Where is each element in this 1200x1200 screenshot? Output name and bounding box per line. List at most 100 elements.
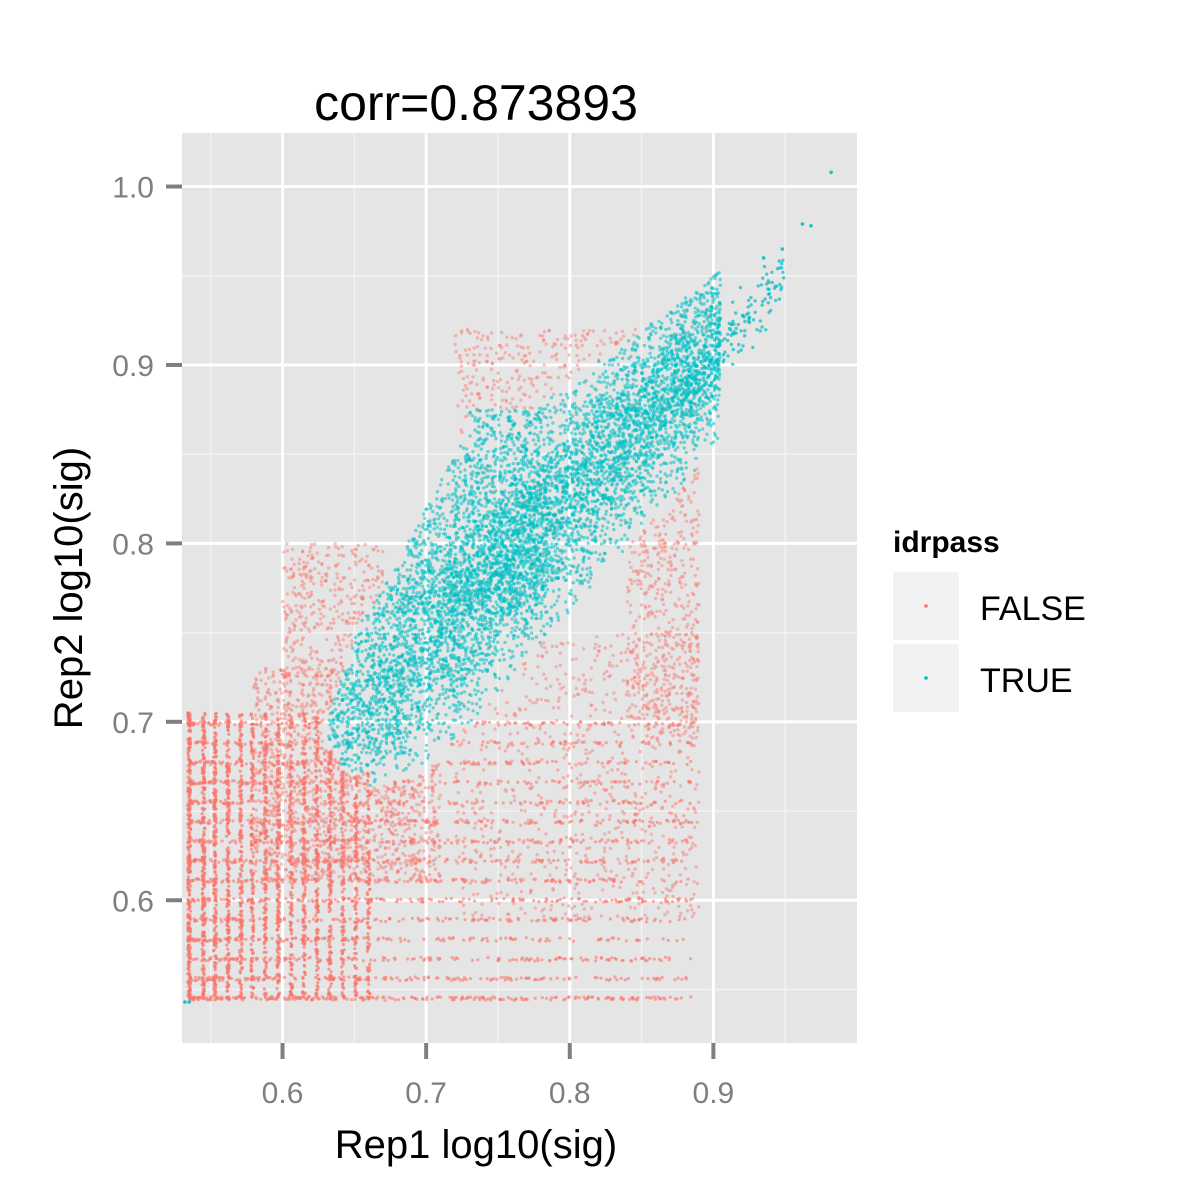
- false-point: [186, 878, 191, 882]
- false-point: [228, 840, 232, 845]
- false-point: [662, 996, 666, 1000]
- false-point: [276, 722, 281, 726]
- false-point: [642, 956, 646, 960]
- false-point: [371, 857, 375, 862]
- false-point: [483, 859, 487, 863]
- false-point: [342, 948, 346, 952]
- false-point: [366, 892, 370, 897]
- false-point: [596, 873, 600, 877]
- false-point: [276, 717, 280, 721]
- false-point: [236, 880, 240, 884]
- false-point: [205, 998, 210, 1002]
- false-point: [309, 878, 313, 882]
- false-point: [277, 885, 281, 889]
- false-point: [289, 932, 294, 936]
- false-point: [187, 736, 191, 740]
- false-point: [479, 827, 484, 831]
- false-point: [567, 995, 571, 999]
- false-point: [264, 961, 268, 965]
- false-point: [226, 830, 230, 834]
- false-point: [249, 794, 253, 799]
- false-point: [367, 857, 371, 861]
- false-point: [353, 964, 357, 968]
- false-point: [516, 865, 520, 869]
- false-point: [202, 733, 206, 738]
- false-point: [192, 859, 196, 863]
- false-point: [240, 833, 244, 838]
- false-point: [338, 919, 342, 923]
- false-point: [516, 780, 520, 785]
- false-point: [339, 579, 343, 584]
- false-point: [212, 863, 216, 867]
- false-point: [251, 928, 255, 932]
- false-point: [303, 736, 307, 740]
- false-point: [249, 776, 253, 780]
- false-point: [595, 820, 600, 824]
- false-point: [615, 839, 619, 843]
- false-point: [278, 889, 282, 893]
- false-point: [531, 838, 535, 842]
- false-point: [558, 651, 563, 655]
- false-point: [225, 848, 229, 852]
- false-point: [296, 919, 300, 923]
- false-point: [238, 759, 242, 764]
- false-point: [366, 852, 370, 856]
- false-point: [564, 868, 569, 872]
- false-point: [227, 796, 231, 801]
- false-point: [323, 936, 327, 940]
- false-point: [506, 762, 510, 766]
- false-point: [659, 901, 664, 905]
- false-point: [240, 713, 244, 717]
- false-point: [438, 839, 442, 843]
- false-point: [452, 977, 456, 981]
- false-point: [647, 841, 651, 845]
- false-point: [644, 899, 648, 903]
- false-point: [661, 708, 666, 712]
- false-point: [283, 958, 287, 963]
- false-point: [654, 760, 659, 764]
- false-point: [697, 770, 701, 774]
- false-point: [188, 723, 192, 727]
- false-point: [511, 840, 515, 845]
- false-point: [266, 723, 270, 727]
- false-point: [688, 658, 692, 662]
- false-point: [290, 921, 294, 925]
- false-point: [472, 997, 476, 1002]
- false-point: [303, 724, 307, 728]
- false-point: [187, 858, 191, 862]
- false-point: [263, 767, 267, 771]
- false-point: [532, 762, 536, 766]
- false-point: [264, 884, 268, 888]
- false-point: [212, 883, 216, 887]
- false-point: [682, 546, 686, 550]
- false-point: [590, 779, 594, 783]
- false-point: [573, 996, 577, 1001]
- false-point: [359, 977, 363, 982]
- false-point: [249, 906, 253, 910]
- false-point: [695, 881, 700, 886]
- false-point: [294, 936, 298, 940]
- false-point: [188, 728, 192, 732]
- false-point: [485, 918, 489, 923]
- false-point: [311, 900, 315, 904]
- false-point: [630, 959, 634, 963]
- false-point: [422, 937, 426, 941]
- false-point: [459, 997, 463, 1002]
- false-point: [212, 891, 216, 895]
- points-layer: [183, 170, 833, 1004]
- false-point: [422, 978, 426, 982]
- false-point: [276, 909, 281, 913]
- false-point: [240, 898, 244, 902]
- false-point: [351, 957, 355, 961]
- false-point: [277, 993, 281, 997]
- false-point: [670, 900, 675, 904]
- false-point: [509, 801, 513, 805]
- false-point: [607, 721, 611, 725]
- false-point: [646, 977, 650, 981]
- false-point: [495, 897, 499, 901]
- false-point: [276, 735, 280, 739]
- false-point: [209, 956, 213, 960]
- false-point: [620, 329, 625, 333]
- false-point: [189, 768, 193, 773]
- false-point: [555, 899, 559, 903]
